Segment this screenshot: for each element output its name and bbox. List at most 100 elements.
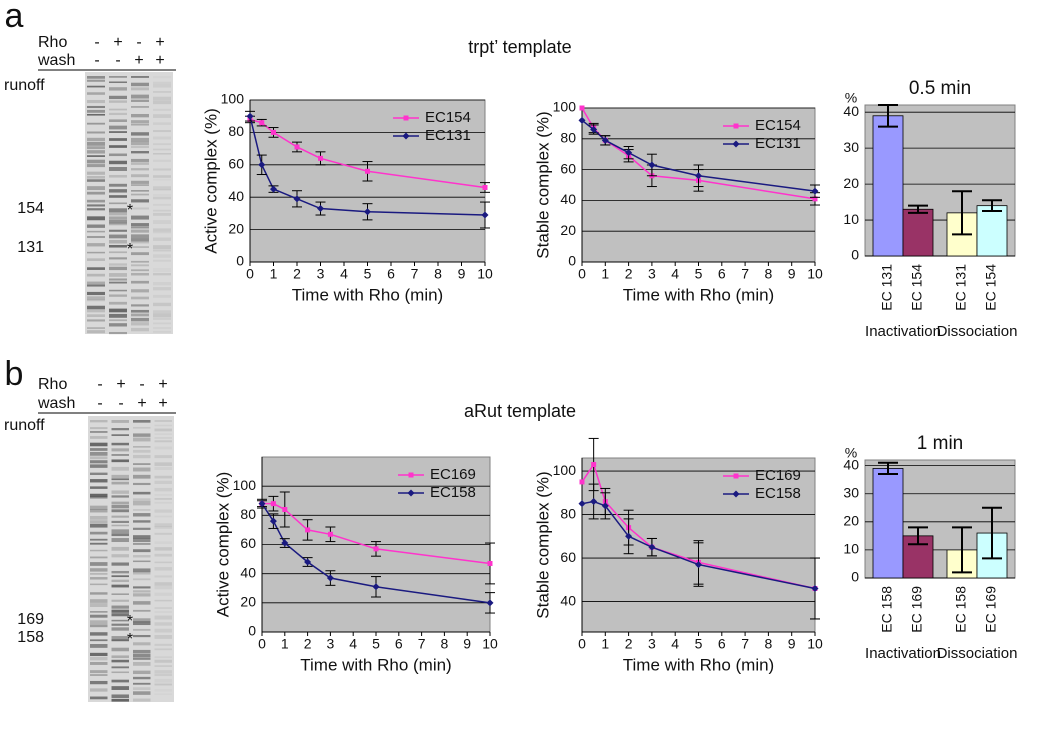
gel-sign: - — [136, 34, 141, 51]
gel-band — [109, 195, 127, 198]
y-tick-label: 0 — [851, 569, 859, 585]
y-axis-label: Stable complex (%) — [533, 471, 552, 618]
gel-band — [153, 327, 171, 329]
gel-band — [111, 420, 129, 423]
point — [270, 185, 277, 193]
gel-band — [154, 656, 172, 659]
y-tick-label: 20 — [228, 220, 244, 236]
gel-band — [109, 313, 127, 318]
gel-band — [153, 168, 171, 171]
gel-sign: - — [94, 52, 99, 69]
y-tick-label: 40 — [228, 188, 244, 204]
gel-band — [90, 656, 108, 661]
gel-band — [111, 501, 129, 505]
x-tick-label: EC 158 — [879, 586, 895, 633]
gel-band — [109, 239, 127, 244]
x-tick-label: 3 — [327, 636, 335, 652]
gel-band — [155, 679, 173, 683]
chart-title: 1 min — [917, 433, 963, 454]
gel-marker-star: * — [127, 202, 133, 219]
gel-band — [154, 547, 172, 551]
gel-band — [111, 639, 129, 642]
gel-band — [111, 575, 129, 578]
gel-marker-star: * — [127, 613, 133, 630]
error-bar — [982, 199, 1002, 213]
gel-row-name: wash — [37, 395, 75, 412]
gel-band — [90, 442, 108, 447]
gel-sign: + — [113, 34, 122, 51]
point — [625, 532, 633, 540]
gel-band — [153, 100, 171, 105]
gel-band — [90, 531, 108, 535]
gel-runoff: runoff — [4, 417, 45, 434]
gel-band — [90, 583, 108, 586]
gel-band — [111, 478, 129, 481]
gel-band — [90, 431, 108, 433]
gel-band — [153, 228, 171, 232]
gel-band — [90, 652, 108, 657]
y-tick-label: 100 — [221, 91, 245, 107]
gel-band — [111, 546, 129, 551]
y-tick-label: 100 — [553, 99, 577, 115]
bar — [976, 205, 1008, 257]
gel-band — [111, 520, 129, 523]
gel-band — [133, 621, 151, 626]
gel-band — [131, 199, 149, 203]
gel-band — [87, 208, 105, 211]
y-tick-label: 20 — [843, 175, 859, 191]
x-tick-label: 10 — [482, 636, 498, 652]
gel-band — [90, 505, 108, 510]
gel-band — [109, 216, 127, 220]
gel-band — [87, 216, 105, 221]
x-tick-label: 0 — [578, 266, 586, 282]
gel-band — [155, 693, 173, 695]
point — [259, 120, 265, 126]
x-tick-label: 2 — [625, 636, 633, 652]
gel-band — [111, 627, 129, 631]
gel-marker-label: 131 — [17, 239, 44, 256]
gel-band — [154, 561, 172, 564]
gel-band — [90, 496, 108, 499]
gel-band — [90, 624, 108, 628]
gel-band — [131, 327, 149, 332]
gel-band — [133, 491, 151, 495]
gel-band — [133, 586, 151, 589]
gel-band — [87, 131, 105, 134]
gel-band — [111, 605, 129, 609]
gel-band — [131, 272, 149, 276]
gel-band — [133, 509, 151, 511]
gel-band — [154, 615, 172, 620]
gel-band — [87, 235, 105, 239]
y-tick-label: 20 — [843, 513, 859, 529]
panel-label: b — [5, 355, 24, 393]
gel-band — [131, 215, 149, 220]
point — [327, 531, 333, 537]
gel-band — [154, 575, 172, 578]
gel-sign: - — [97, 376, 102, 393]
gel-band — [153, 148, 171, 151]
gel-band — [154, 659, 172, 663]
gel-band — [90, 611, 108, 613]
gel-band — [109, 301, 127, 305]
gel-band — [155, 494, 173, 496]
gel-band — [109, 208, 127, 213]
gel-band — [90, 460, 108, 464]
gel-band — [90, 632, 108, 636]
gel-band — [155, 689, 173, 691]
gel-band — [154, 683, 172, 686]
gel-band — [87, 113, 105, 116]
gel-band — [90, 523, 108, 528]
gel-band — [109, 95, 127, 100]
gel-band — [131, 158, 149, 162]
gel-band — [131, 162, 149, 165]
point — [293, 195, 301, 203]
gel-band — [131, 113, 149, 118]
gel-band — [153, 294, 171, 298]
gel-band — [87, 330, 105, 334]
gel-band — [111, 515, 129, 518]
x-tick-label: 6 — [395, 636, 403, 652]
y-tick-label: 60 — [240, 535, 256, 551]
gel-marker-star: * — [127, 631, 133, 648]
gel-band — [154, 475, 172, 479]
gel-band — [153, 330, 171, 333]
